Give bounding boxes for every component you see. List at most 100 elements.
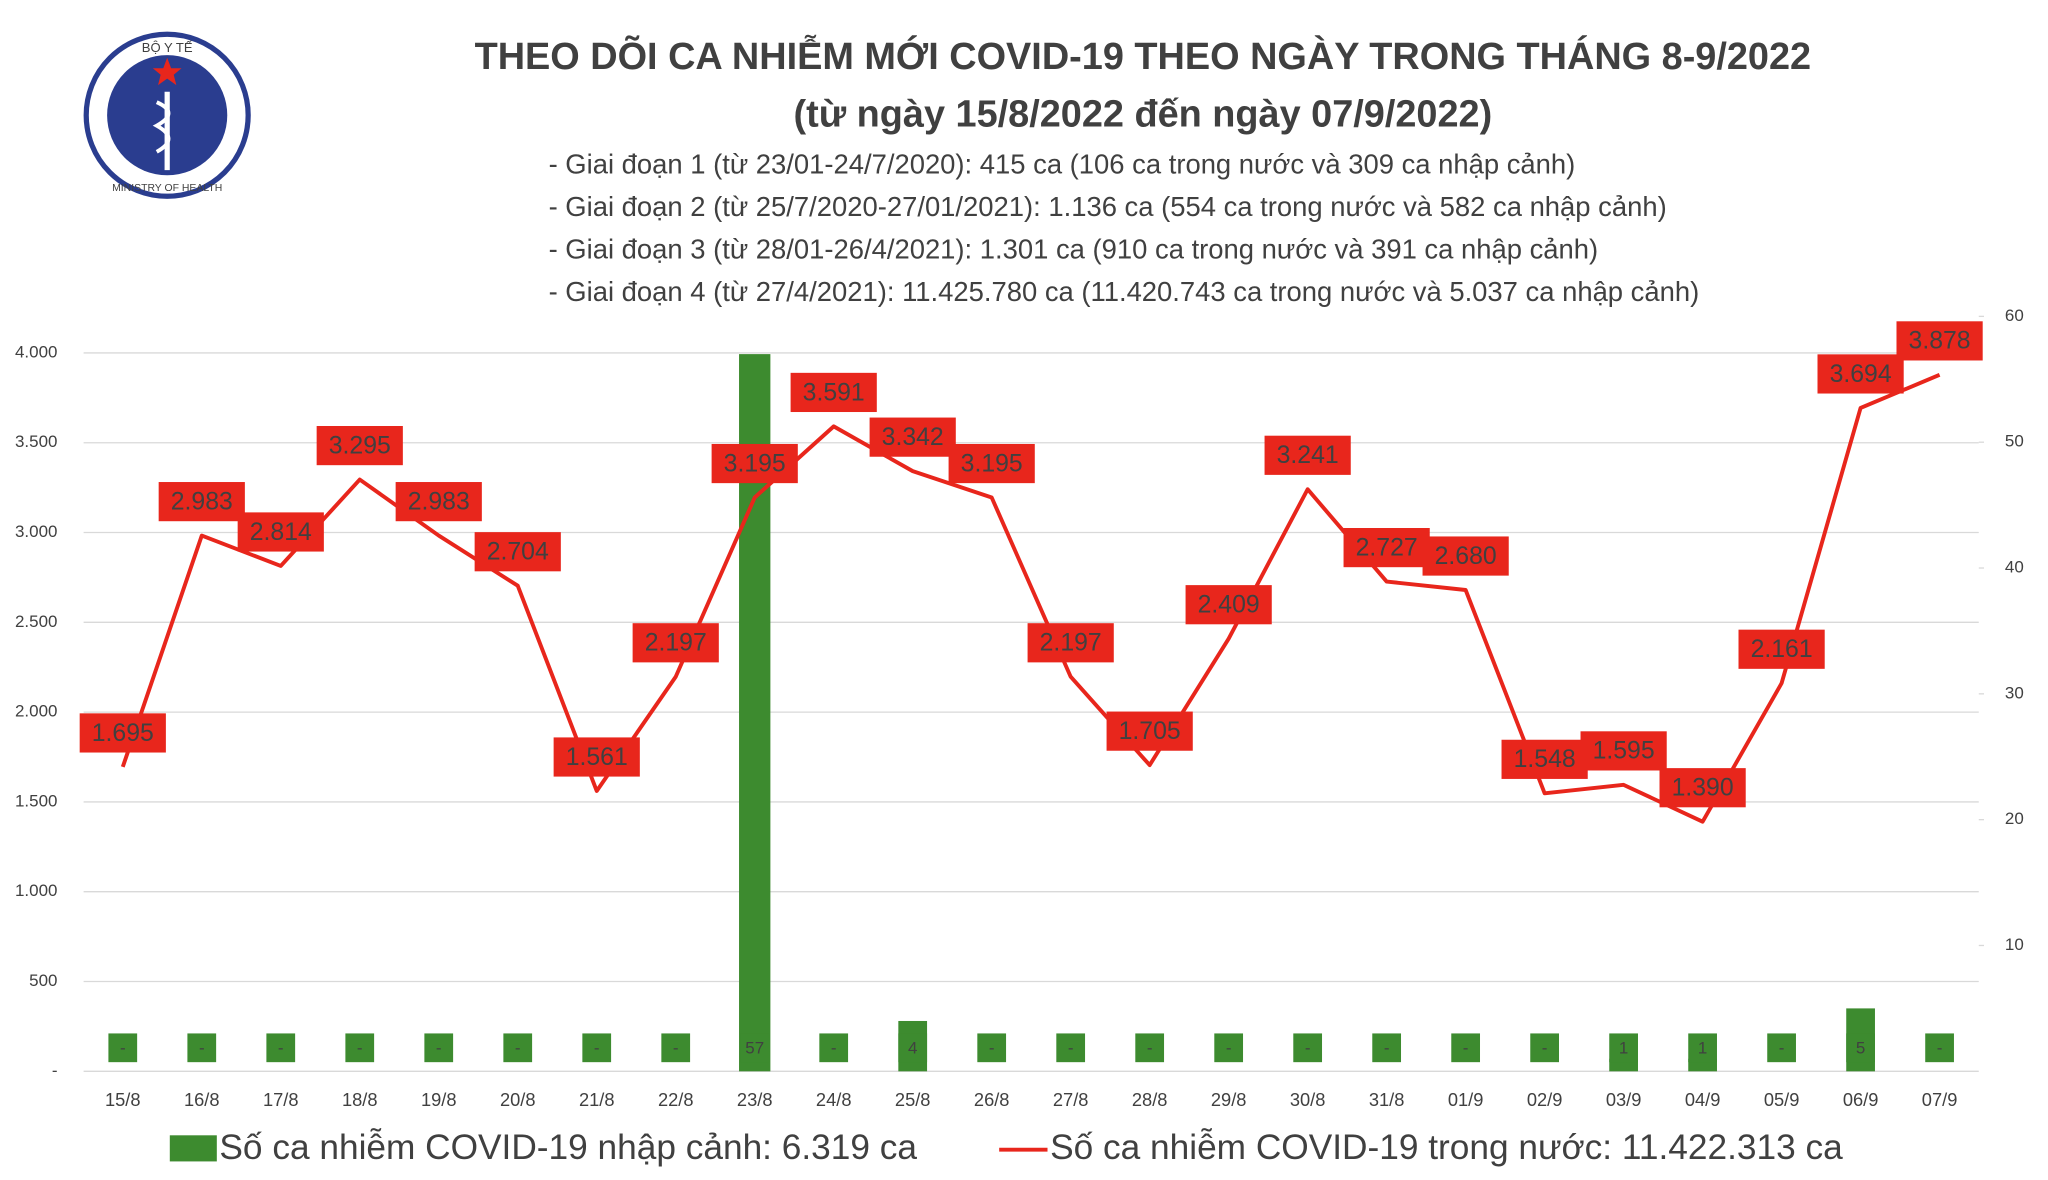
bar-label: -	[1542, 1039, 1548, 1058]
x-tick-label: 15/8	[105, 1089, 141, 1110]
y2-tick-label: 30	[2005, 683, 2024, 702]
chart-title: THEO DÕI CA NHIỄM MỚI COVID-19 THEO NGÀY…	[475, 34, 1812, 78]
bar-label: -	[1305, 1039, 1311, 1058]
annotation: - Giai đoạn 2 (từ 25/7/2020-27/01/2021):…	[549, 191, 1667, 222]
y2-tick-label: 50	[2005, 432, 2024, 451]
bar-label: -	[1779, 1039, 1785, 1058]
bar-label: -	[1068, 1039, 1074, 1058]
value-label: 2.409	[1198, 592, 1260, 619]
bar-label-box	[819, 1033, 849, 1063]
bar-label-box	[740, 1033, 770, 1063]
value-label-box	[711, 443, 798, 484]
value-label: 3.195	[724, 450, 786, 477]
bar-label-box	[898, 1033, 928, 1063]
bar-label: -	[278, 1039, 284, 1058]
bar-label-box	[1056, 1033, 1086, 1063]
x-tick-label: 26/8	[974, 1089, 1010, 1110]
value-label: 2.197	[1040, 630, 1102, 657]
bar-label: -	[357, 1039, 363, 1058]
bar-label: -	[673, 1039, 679, 1058]
bar-label: -	[120, 1039, 126, 1058]
x-tick-label: 05/9	[1764, 1089, 1800, 1110]
x-tick-label: 01/9	[1448, 1089, 1484, 1110]
value-label: 2.680	[1435, 543, 1497, 570]
logo: BỘ Y TẾ MINISTRY OF HEALTH	[83, 31, 251, 199]
legend-label: Số ca nhiễm COVID-19 nhập cảnh: 6.319 ca	[219, 1128, 917, 1167]
bar-label: -	[1226, 1039, 1232, 1058]
x-tick-label: 29/8	[1211, 1089, 1247, 1110]
bar-label-box	[266, 1033, 296, 1063]
logo-top-text: BỘ Y TẾ	[142, 40, 193, 55]
y-tick-label: 500	[29, 971, 57, 990]
annotation: - Giai đoạn 3 (từ 28/01-26/4/2021): 1.30…	[549, 233, 1599, 264]
bar-label: -	[594, 1039, 600, 1058]
value-label-box	[1185, 585, 1272, 625]
bar-label: -	[436, 1039, 442, 1058]
value-label-box	[1422, 536, 1509, 576]
value-label: 2.814	[250, 519, 312, 546]
y2-tick-label: 10	[2005, 935, 2024, 954]
y-tick-label: 3.500	[15, 432, 57, 451]
value-label-box	[79, 713, 166, 753]
annotation: - Giai đoạn 1 (từ 23/01-24/7/2020): 415 …	[549, 148, 1576, 179]
x-tick-label: 03/9	[1606, 1089, 1642, 1110]
y2-tick-label: 20	[2005, 809, 2024, 828]
legend-swatch	[169, 1135, 217, 1162]
value-label: 2.983	[171, 488, 233, 515]
bar-label-box	[424, 1033, 454, 1063]
x-tick-label: 04/9	[1685, 1089, 1721, 1110]
bar-label: 5	[1856, 1039, 1865, 1058]
legend-label: Số ca nhiễm COVID-19 trong nước: 11.422.…	[1050, 1128, 1843, 1167]
bar-label-box	[345, 1033, 375, 1063]
bar-label-box	[582, 1033, 612, 1063]
value-label-box	[948, 443, 1035, 484]
bar-label-box	[1214, 1033, 1244, 1063]
value-label: 2.727	[1356, 534, 1418, 561]
bar-label: 4	[908, 1039, 917, 1058]
value-label-box	[1738, 629, 1825, 669]
bar-label-box	[1925, 1033, 1954, 1063]
value-label-box	[474, 532, 561, 572]
x-tick-label: 30/8	[1290, 1089, 1326, 1110]
y2-tick-label: 60	[2005, 306, 2024, 325]
value-label: 2.161	[1751, 636, 1813, 663]
y-tick-label: 4.000	[15, 342, 57, 361]
value-label-box	[1343, 528, 1430, 568]
value-label-box	[790, 372, 877, 413]
x-tick-label: 21/8	[579, 1089, 615, 1110]
value-label-box	[1659, 768, 1746, 808]
bar-label: -	[515, 1039, 521, 1058]
value-label-box	[237, 512, 324, 552]
bar-label: -	[1384, 1039, 1390, 1058]
bar-label-box	[1530, 1033, 1559, 1063]
value-label-box	[1580, 731, 1667, 771]
value-label: 3.694	[1830, 361, 1892, 388]
value-label-box	[869, 417, 956, 457]
bar-label: 57	[745, 1039, 764, 1058]
value-label: 1.561	[566, 744, 628, 771]
x-tick-label: 18/8	[342, 1089, 378, 1110]
value-label-box	[1027, 623, 1114, 663]
logo-snake	[152, 100, 171, 154]
value-label-box	[1501, 739, 1588, 779]
x-tick-label: 22/8	[658, 1089, 694, 1110]
value-label: 2.704	[487, 539, 549, 566]
value-label-box	[158, 482, 245, 522]
value-label-box	[1896, 321, 1983, 361]
x-tick-label: 31/8	[1369, 1089, 1405, 1110]
value-label: 1.390	[1672, 775, 1734, 802]
x-tick-label: 23/8	[737, 1089, 773, 1110]
x-tick-label: 20/8	[500, 1089, 536, 1110]
y-tick-label: 2.500	[15, 612, 57, 631]
bar-label-box	[661, 1033, 691, 1063]
bar-label-box	[1688, 1033, 1717, 1063]
value-label: 3.195	[961, 450, 1023, 477]
bar-label: -	[199, 1039, 205, 1058]
x-tick-label: 02/9	[1527, 1089, 1563, 1110]
value-label-box	[1264, 435, 1351, 475]
logo-bottom-text: MINISTRY OF HEALTH	[112, 183, 222, 194]
value-label: 2.197	[645, 630, 707, 657]
value-label: 1.705	[1119, 718, 1181, 745]
value-label-box	[632, 623, 719, 663]
value-label: 1.695	[92, 720, 154, 747]
